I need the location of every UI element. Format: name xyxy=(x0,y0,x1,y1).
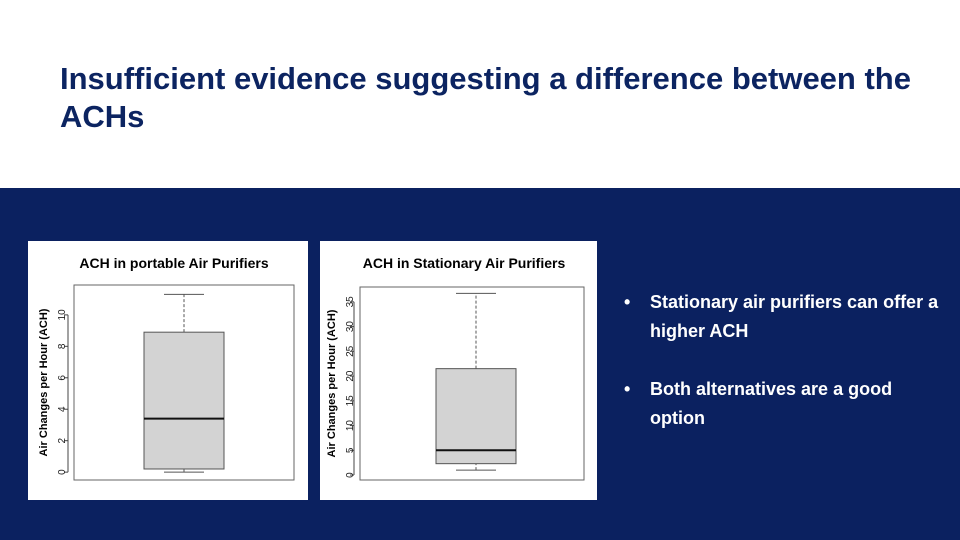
y-tick-label: 35 xyxy=(345,296,356,308)
y-tick-label: 0 xyxy=(345,472,356,478)
boxplot-stationary: ACH in Stationary Air Purifiers Air Chang… xyxy=(326,255,585,481)
iqr-box xyxy=(143,331,225,470)
y-tick-label: 6 xyxy=(57,375,68,381)
y-tick-label: 2 xyxy=(57,437,68,443)
slide-title: Insufficient evidence suggesting a diffe… xyxy=(60,61,911,134)
y-axis-label: Air Changes per Hour (ACH) xyxy=(326,309,338,457)
chart-title: ACH in portable Air Purifiers xyxy=(79,255,269,271)
bullet-marker: • xyxy=(624,379,631,399)
chart-panel-portable: ACH in portable Air Purifiers Air Changes… xyxy=(28,241,308,500)
y-tick-label: 30 xyxy=(345,321,356,333)
plot-frame xyxy=(359,286,585,481)
y-tick-label: 5 xyxy=(345,447,356,453)
iqr-box xyxy=(435,368,517,465)
boxplot-portable: ACH in portable Air Purifiers Air Changes… xyxy=(38,255,295,481)
y-tick-label: 8 xyxy=(57,343,68,349)
chart-title: ACH in Stationary Air Purifiers xyxy=(363,255,566,271)
plot-frame xyxy=(73,284,295,481)
y-tick-label: 25 xyxy=(345,345,356,357)
bullet-text: Both alternatives are a good option xyxy=(650,379,893,428)
y-tick-label: 15 xyxy=(345,395,356,407)
chart-panel-stationary: ACH in Stationary Air Purifiers Air Chang… xyxy=(320,241,597,500)
y-tick-label: 10 xyxy=(57,309,68,321)
bullet-marker: • xyxy=(624,292,631,312)
y-axis-label: Air Changes per Hour (ACH) xyxy=(38,308,50,456)
y-tick-label: 4 xyxy=(57,406,68,412)
bullet-item: • Both alternatives are a good option xyxy=(624,375,944,433)
bullet-text: Stationary air purifiers can offer a hig… xyxy=(650,292,939,341)
bullet-item: • Stationary air purifiers can offer a h… xyxy=(624,288,944,346)
y-tick-label: 10 xyxy=(345,420,356,432)
y-tick-label: 0 xyxy=(57,469,68,475)
y-tick-label: 20 xyxy=(345,370,356,382)
bullet-list: • Stationary air purifiers can offer a h… xyxy=(624,288,944,462)
